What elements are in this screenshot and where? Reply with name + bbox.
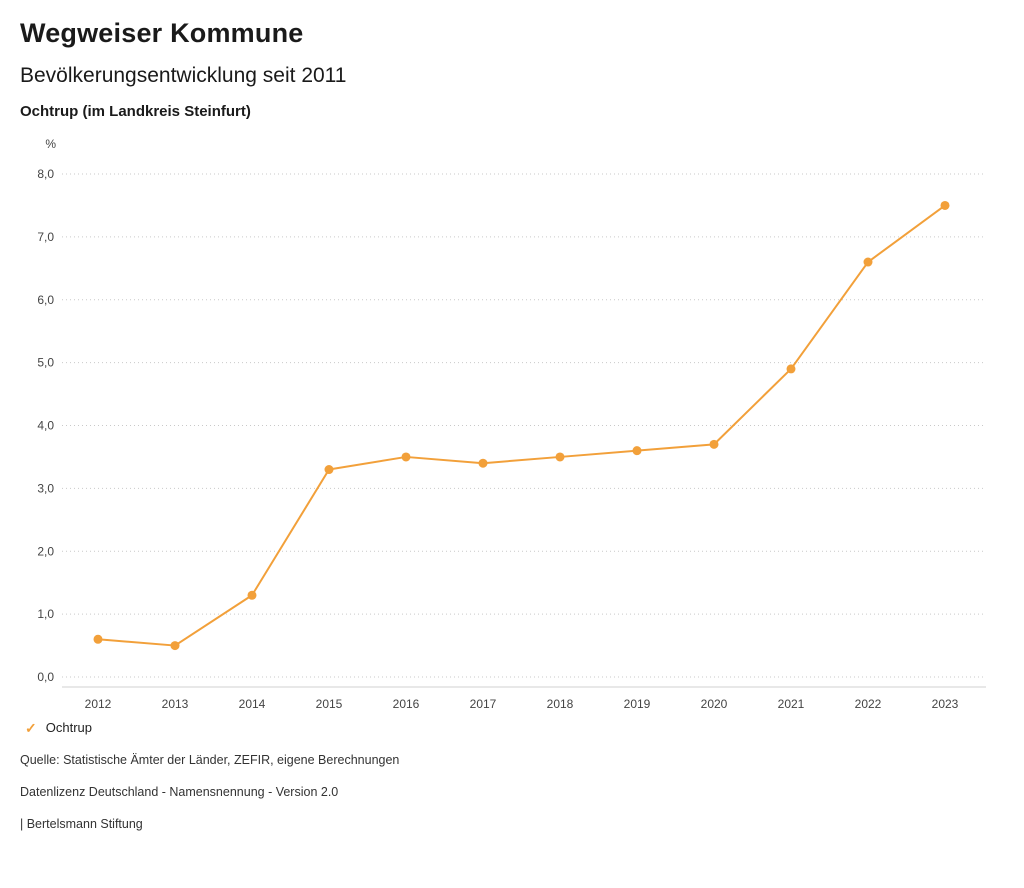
license-note: Datenlizenz Deutschland - Namensnennung … [20, 785, 339, 799]
data-point[interactable] [324, 465, 334, 475]
data-point[interactable] [940, 200, 950, 210]
chart-footer: Quelle: Statistische Ämter der Länder, Z… [20, 753, 1004, 831]
data-point[interactable] [555, 452, 565, 462]
line-chart: % 0,0 1,0 2,0 3,0 4,0 5,0 6,0 7,0 8,0 2012 2013 2014… [37, 137, 986, 711]
x-tick-label: 2016 [393, 697, 420, 711]
data-point[interactable] [863, 257, 873, 267]
x-tick-label: 2017 [470, 697, 497, 711]
chart-subtitle: Bevölkerungsentwicklung seit 2011 [20, 64, 347, 87]
x-tick-label: 2015 [316, 697, 343, 711]
x-tick-label: 2019 [624, 697, 651, 711]
legend-label[interactable]: Ochtrup [45, 720, 92, 735]
series-line [97, 204, 946, 647]
data-point[interactable] [786, 364, 796, 374]
data-point[interactable] [170, 641, 180, 651]
x-tick-label: 2012 [85, 697, 112, 711]
y-tick-label: 4,0 [37, 419, 54, 433]
legend: ✓ Ochtrup [25, 720, 1004, 735]
x-tick-label: 2018 [547, 697, 574, 711]
y-tick-label: 2,0 [37, 544, 54, 558]
data-point[interactable] [401, 452, 411, 462]
x-tick-label: 2020 [701, 697, 728, 711]
source-note: Quelle: Statistische Ämter der Länder, Z… [20, 753, 400, 767]
y-tick-label: 3,0 [37, 481, 54, 495]
y-tick-label: 7,0 [37, 230, 54, 244]
data-point[interactable] [632, 446, 642, 456]
data-point[interactable] [709, 439, 719, 449]
data-point[interactable] [93, 634, 103, 644]
x-tick-label: 2013 [162, 697, 189, 711]
attribution-note: | Bertelsmann Stiftung [20, 817, 143, 831]
y-tick-label: 5,0 [37, 356, 54, 370]
y-tick-label: 0,0 [37, 670, 54, 684]
y-tick-label: 1,0 [37, 607, 54, 621]
data-point[interactable] [247, 590, 257, 600]
y-tick-label: 8,0 [37, 167, 54, 181]
page-title: Wegweiser Kommune [20, 18, 304, 48]
x-tick-label: 2023 [932, 697, 959, 711]
report-page: Wegweiser Kommune Bevölkerungsentwicklun… [20, 18, 1004, 831]
legend-check-icon[interactable]: ✓ [25, 719, 37, 736]
data-point[interactable] [478, 458, 488, 468]
x-tick-label: 2014 [239, 697, 266, 711]
x-tick-label: 2022 [855, 697, 882, 711]
y-axis-unit-label: % [45, 137, 56, 151]
y-tick-label: 6,0 [37, 293, 54, 307]
chart-location: Ochtrup (im Landkreis Steinfurt) [20, 103, 251, 120]
x-tick-label: 2021 [778, 697, 805, 711]
